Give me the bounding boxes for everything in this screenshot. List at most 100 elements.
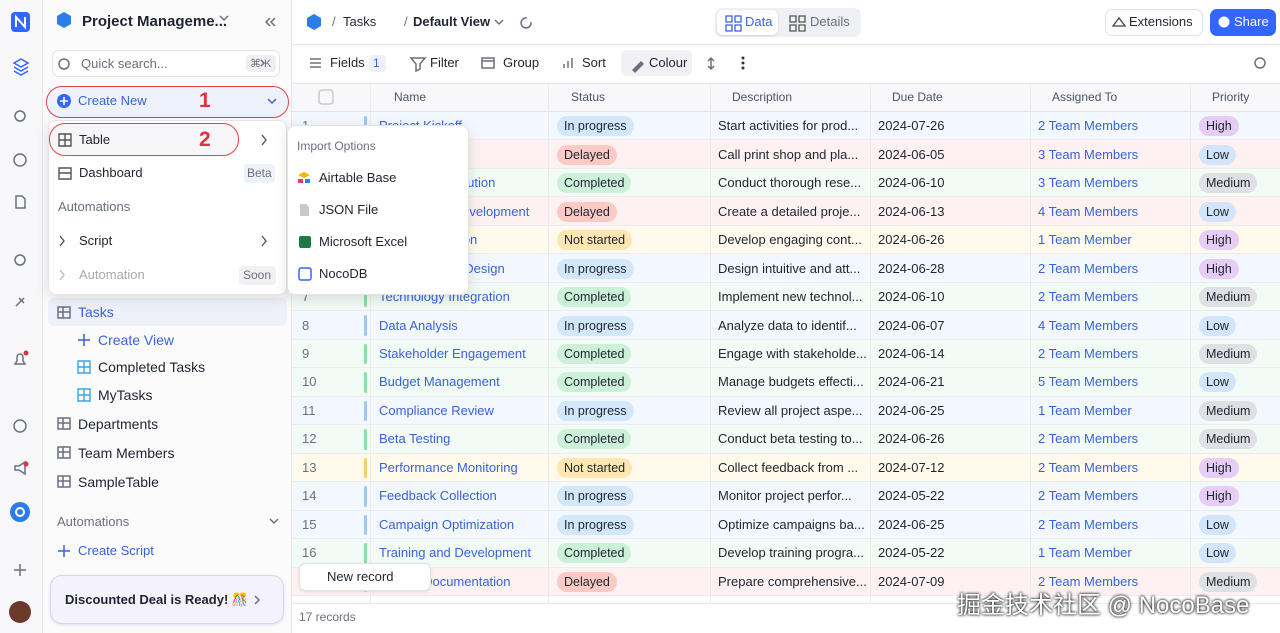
due-date[interactable]: 2024-05-22 (878, 488, 945, 504)
create-new-button[interactable] (46, 86, 289, 118)
section-label[interactable]: Automations (57, 514, 130, 529)
status-pill[interactable]: Not started (557, 457, 633, 478)
status-pill[interactable]: Completed (557, 429, 632, 450)
promo-text[interactable]: Discounted Deal is Ready! 🎊 (65, 592, 249, 607)
column-header[interactable]: Status (571, 90, 606, 104)
view-name[interactable]: Default View (413, 14, 491, 29)
due-date[interactable]: 2024-06-14 (878, 345, 945, 361)
priority-pill[interactable]: High (1199, 258, 1239, 279)
status-pill[interactable]: Delayed (557, 201, 617, 222)
assigned-to[interactable]: 1 Team Member (1038, 232, 1132, 248)
import-option[interactable]: Airtable Base (319, 170, 397, 185)
priority-pill[interactable]: High (1199, 116, 1239, 137)
assigned-to[interactable]: 2 Team Members (1038, 431, 1139, 447)
description[interactable]: Optimize campaigns ba... (718, 516, 865, 532)
active-table[interactable] (48, 298, 287, 326)
priority-pill[interactable]: High (1199, 486, 1239, 507)
extensions-label[interactable]: Extensions (1129, 14, 1193, 29)
assigned-to[interactable]: 4 Team Members (1038, 317, 1139, 333)
description[interactable]: Develop engaging cont... (718, 232, 862, 248)
status-pill[interactable]: In progress (557, 116, 634, 137)
due-date[interactable]: 2024-06-10 (878, 175, 945, 191)
status-pill[interactable]: Delayed (557, 571, 617, 592)
assigned-to[interactable]: 2 Team Members (1038, 118, 1139, 134)
task-name[interactable]: Beta Testing (379, 431, 451, 447)
assigned-to[interactable]: 2 Team Members (1038, 260, 1139, 276)
due-date[interactable]: 2024-07-26 (878, 118, 945, 134)
description[interactable]: Review all project aspe... (718, 402, 863, 418)
filter[interactable]: Filter (430, 55, 459, 70)
description[interactable]: Monitor project perfor... (718, 488, 852, 504)
priority-pill[interactable]: High (1199, 230, 1239, 251)
assigned-to[interactable]: 3 Team Members (1038, 175, 1139, 191)
column-header[interactable]: Priority (1212, 90, 1250, 104)
task-name[interactable]: Training and Development (379, 545, 531, 561)
description[interactable]: Collect feedback from ... (718, 459, 859, 475)
priority-pill[interactable]: Medium (1199, 429, 1258, 450)
column-header[interactable]: Description (732, 90, 793, 104)
task-name[interactable]: Stakeholder Engagement (379, 345, 526, 361)
description[interactable]: Prepare comprehensive... (718, 573, 867, 589)
create-new-label[interactable]: Create New (78, 93, 147, 108)
description[interactable]: Manage budgets effecti... (718, 374, 864, 390)
table-item[interactable]: Tasks (78, 304, 114, 320)
status-pill[interactable]: Completed (557, 543, 632, 564)
assigned-to[interactable]: 4 Team Members (1038, 203, 1139, 219)
menu-item[interactable]: Dashboard (79, 165, 143, 180)
status-pill[interactable]: Delayed (557, 144, 617, 165)
due-date[interactable]: 2024-06-07 (878, 317, 945, 333)
table-item[interactable]: SampleTable (78, 474, 159, 490)
priority-pill[interactable]: Low (1199, 144, 1236, 165)
priority-pill[interactable]: Low (1199, 514, 1236, 535)
priority-pill[interactable]: Low (1199, 315, 1236, 336)
view-item[interactable]: Completed Tasks (98, 359, 206, 375)
description[interactable]: Analyze data to identif... (718, 317, 857, 333)
view-item[interactable]: MyTasks (98, 387, 153, 403)
status-pill[interactable]: In progress (557, 258, 634, 279)
priority-pill[interactable]: Medium (1199, 343, 1258, 364)
status-pill[interactable]: Completed (557, 173, 632, 194)
tab[interactable]: Data (745, 14, 773, 29)
due-date[interactable]: 2024-06-10 (878, 289, 945, 305)
sort[interactable]: Sort (582, 55, 606, 70)
status-pill[interactable]: In progress (557, 514, 634, 535)
due-date[interactable]: 2024-06-05 (878, 146, 945, 162)
priority-pill[interactable]: Low (1199, 201, 1236, 222)
task-name[interactable]: Performance Monitoring (379, 459, 518, 475)
import-option[interactable]: NocoDB (319, 266, 368, 281)
description[interactable]: Design intuitive and att... (718, 260, 861, 276)
column-header[interactable]: Due Date (892, 90, 943, 104)
colour[interactable]: Colour (649, 55, 688, 70)
status-pill[interactable]: Completed (557, 343, 632, 364)
assigned-to[interactable]: 2 Team Members (1038, 573, 1139, 589)
priority-pill[interactable]: Low (1199, 372, 1236, 393)
table-item[interactable]: Departments (78, 416, 159, 432)
assigned-to[interactable]: 3 Team Members (1038, 146, 1139, 162)
status-pill[interactable]: Completed (557, 287, 632, 308)
priority-pill[interactable]: Low (1199, 543, 1236, 564)
due-date[interactable]: 2024-06-28 (878, 260, 945, 276)
priority-pill[interactable]: Medium (1199, 571, 1258, 592)
description[interactable]: Develop training progra... (718, 545, 864, 561)
description[interactable]: Conduct beta testing to... (718, 431, 863, 447)
assigned-to[interactable]: 5 Team Members (1038, 374, 1139, 390)
description[interactable]: Conduct thorough rese... (718, 175, 862, 191)
priority-pill[interactable]: Medium (1199, 173, 1258, 194)
description[interactable]: Call print shop and pla... (718, 146, 859, 162)
assigned-to[interactable]: 2 Team Members (1038, 345, 1139, 361)
assigned-to[interactable]: 2 Team Members (1038, 289, 1139, 305)
assigned-to[interactable]: 1 Team Member (1038, 402, 1132, 418)
breadcrumb[interactable]: Tasks (343, 14, 377, 29)
view-item[interactable]: Create View (98, 332, 175, 348)
column-header[interactable]: Assigned To (1052, 90, 1118, 104)
status-pill[interactable]: In progress (557, 315, 634, 336)
search-placeholder[interactable]: Quick search... (81, 56, 168, 71)
task-name[interactable]: Budget Management (379, 374, 500, 390)
task-name[interactable]: Feedback Collection (379, 488, 497, 504)
menu-item[interactable]: Table (79, 132, 111, 147)
priority-pill[interactable]: Medium (1199, 287, 1258, 308)
task-name[interactable]: Compliance Review (379, 402, 494, 418)
table-item[interactable]: Team Members (78, 445, 175, 461)
description[interactable]: Implement new technol... (718, 289, 863, 305)
due-date[interactable]: 2024-06-21 (878, 374, 945, 390)
